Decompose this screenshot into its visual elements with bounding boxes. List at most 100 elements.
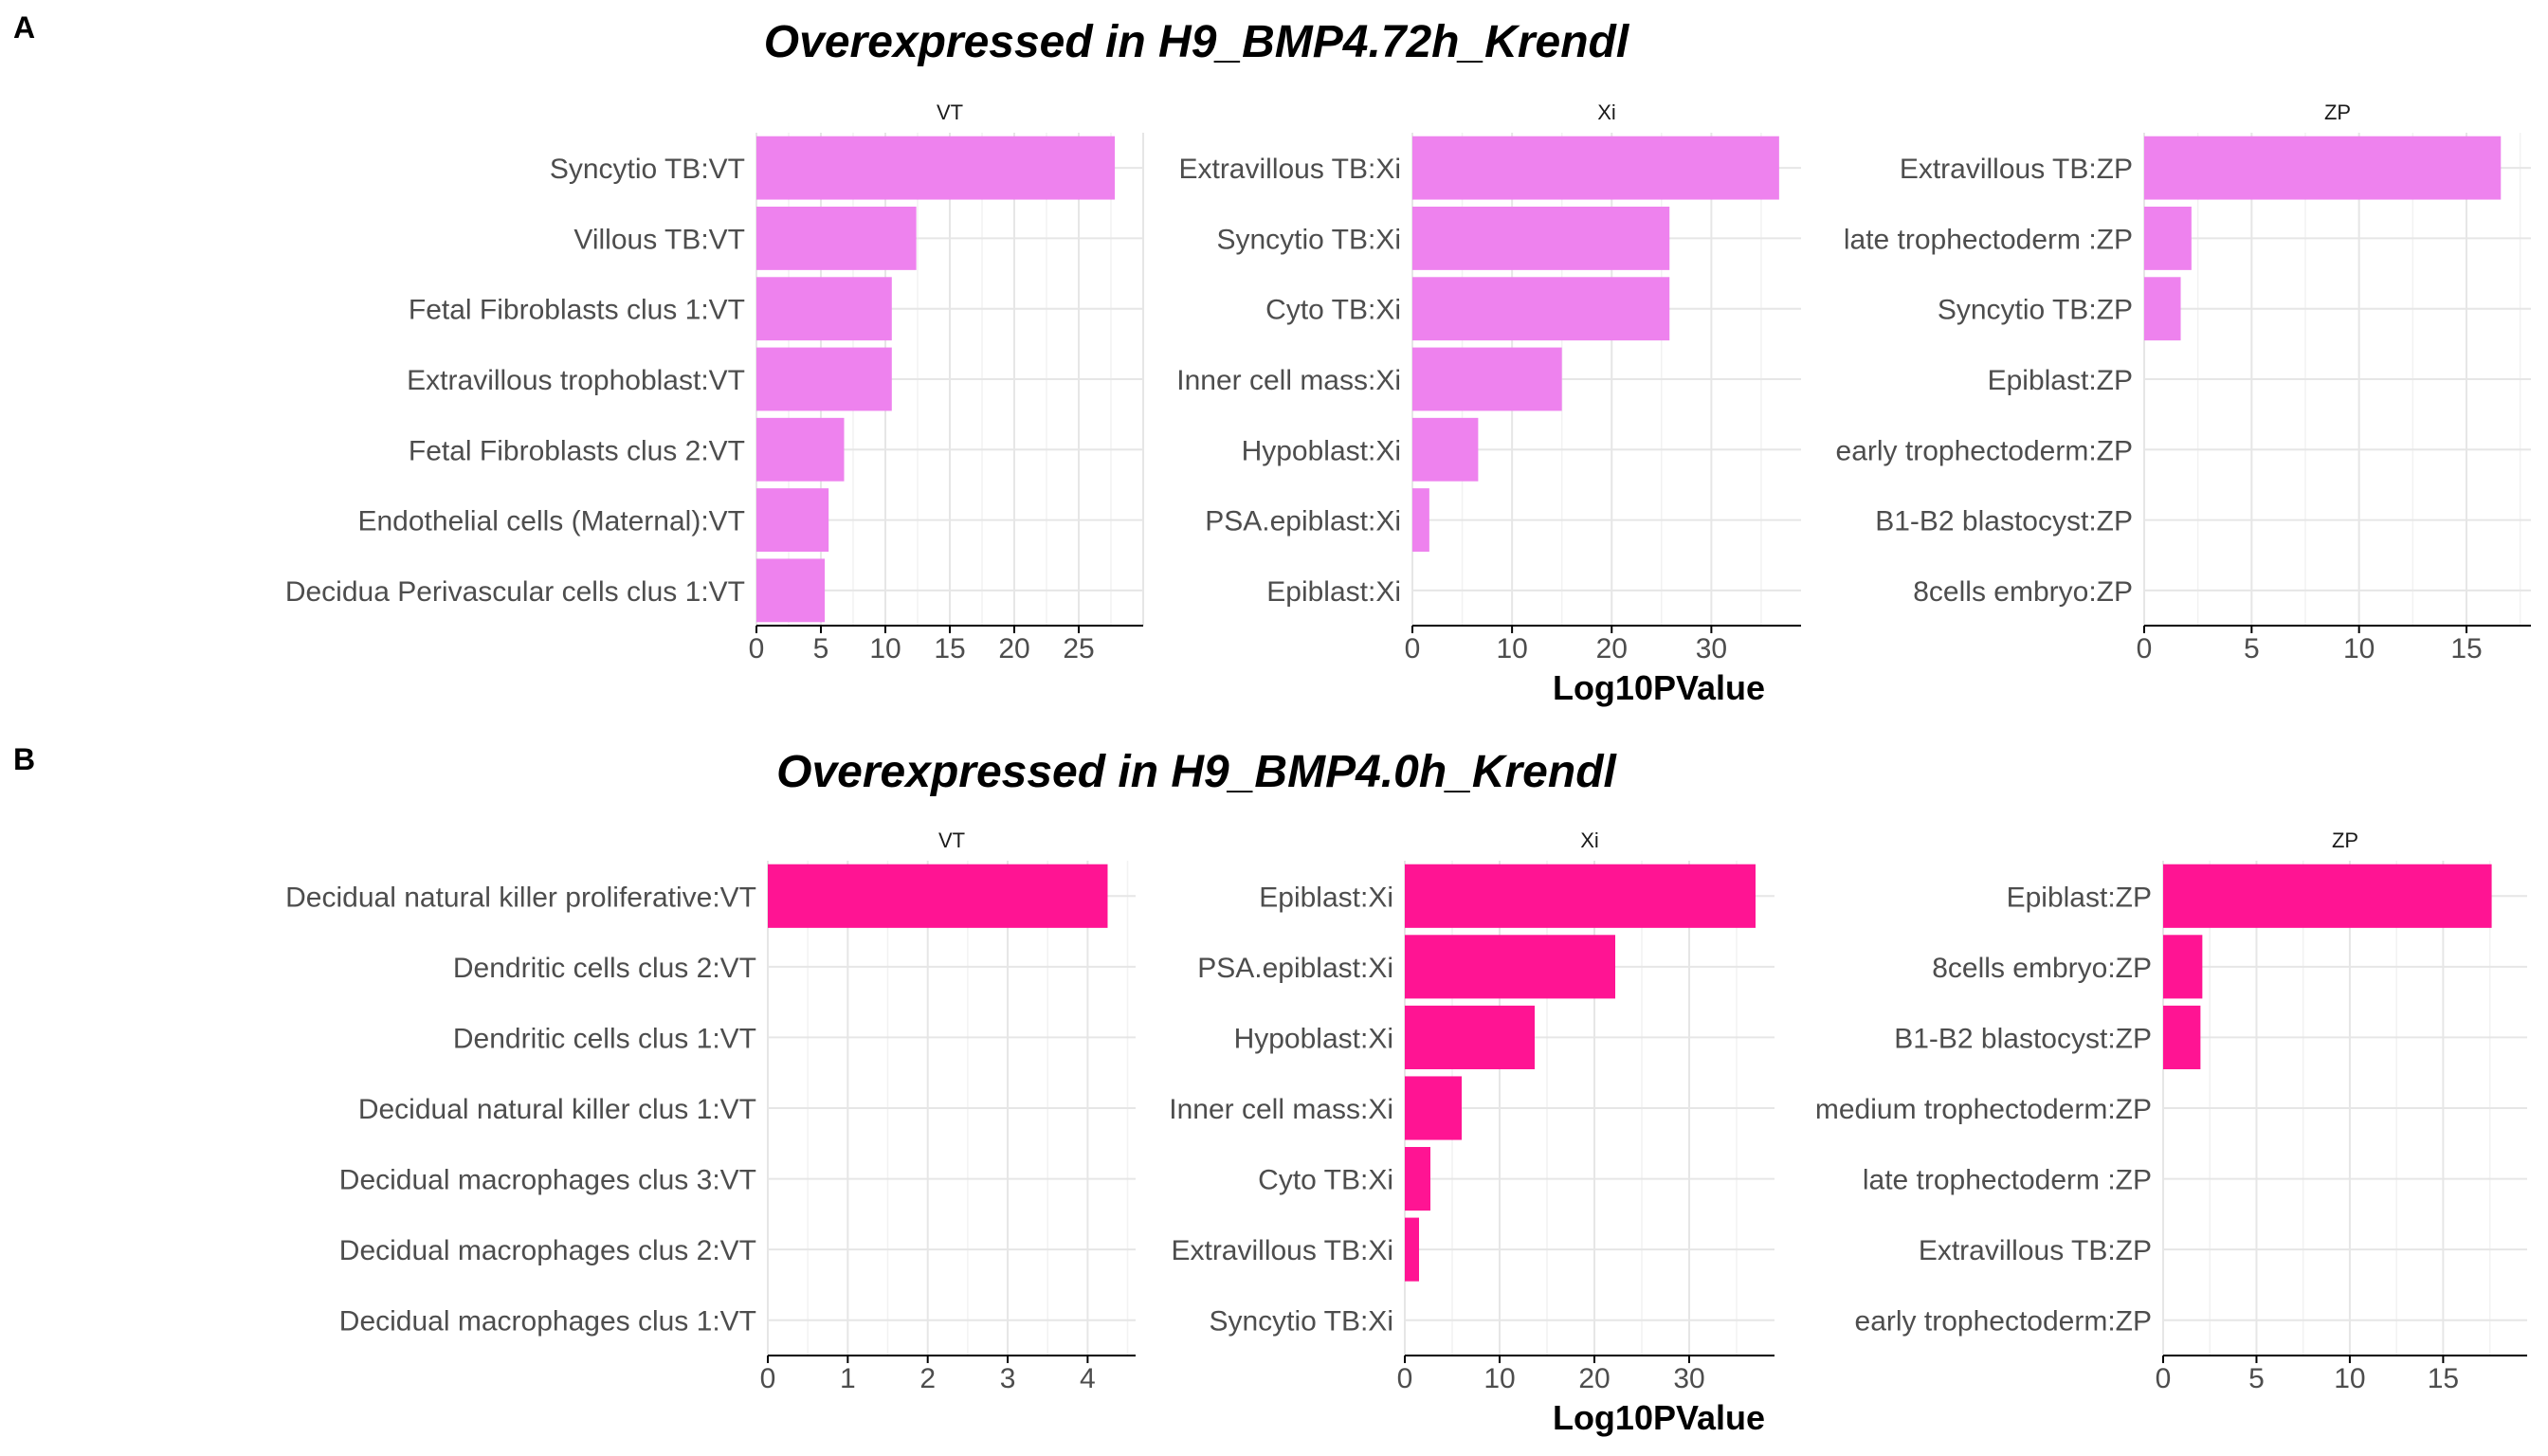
bar: [1412, 207, 1670, 270]
x-tick-label: 20: [1578, 1363, 1610, 1394]
category-label: late trophectoderm :ZP: [1844, 224, 2133, 255]
bar: [1405, 1005, 1535, 1069]
category-label: Syncytio TB:VT: [550, 154, 745, 185]
category-label: Hypoblast:Xi: [1242, 435, 1401, 466]
category-label: Extravillous TB:ZP: [1919, 1235, 2152, 1266]
category-label: Epiblast:Xi: [1259, 882, 1393, 913]
facet-xi: Xi Epiblast:Xi PSA.epiblast:Xi Hypoblast:Xi…: [1169, 828, 1774, 1394]
category-label: Decidual natural killer proliferative:VT: [285, 882, 756, 913]
chart-title: Overexpressed in H9_BMP4.72h_Krendl: [764, 17, 1630, 67]
facet-zp: ZP Extravillous TB:ZP late trophectoderm :…: [1836, 100, 2531, 664]
category-label: Fetal Fibroblasts clus 2:VT: [409, 435, 745, 466]
facet-title: ZP: [2332, 828, 2358, 852]
x-axis-label: Log10PValue: [1553, 668, 1765, 707]
category-label: Extravillous TB:Xi: [1171, 1235, 1393, 1266]
bar: [1405, 935, 1615, 999]
category-label: Decidual macrophages clus 1:VT: [339, 1306, 756, 1338]
x-tick-label: 30: [1696, 633, 1727, 664]
category-label: Extravillous TB:ZP: [1900, 154, 2133, 185]
x-tick-label: 10: [1483, 1363, 1515, 1394]
bar: [2144, 277, 2181, 341]
category-label: Syncytio TB:Xi: [1216, 224, 1401, 255]
category-label: Dendritic cells clus 1:VT: [453, 1023, 756, 1054]
facet-vt: VT Decidual natural killer proliferative:…: [285, 828, 1136, 1394]
category-label: Cyto TB:Xi: [1265, 295, 1401, 326]
x-tick-label: 10: [869, 633, 901, 664]
x-tick-label: 5: [2244, 633, 2260, 664]
x-tick-label: 30: [1673, 1363, 1704, 1394]
x-tick-label: 0: [760, 1363, 776, 1394]
category-label: Villous TB:VT: [573, 224, 745, 255]
category-label: medium trophectoderm:ZP: [1815, 1094, 2152, 1125]
x-tick-label: 15: [2450, 633, 2482, 664]
category-label: PSA.epiblast:Xi: [1197, 953, 1393, 984]
category-label: Decidual macrophages clus 2:VT: [339, 1235, 756, 1266]
bar: [756, 417, 845, 482]
bar: [2144, 136, 2502, 200]
bar: [1412, 136, 1779, 200]
category-label: Epiblast:Xi: [1266, 576, 1401, 608]
category-label: Extravillous TB:Xi: [1178, 154, 1401, 185]
x-tick-label: 10: [1496, 633, 1527, 664]
facet-title: Xi: [1580, 828, 1599, 852]
bar: [756, 277, 892, 341]
x-tick-label: 4: [1080, 1363, 1096, 1394]
bar: [756, 347, 892, 411]
category-label: Endothelial cells (Maternal):VT: [357, 506, 745, 537]
x-tick-label: 15: [934, 633, 965, 664]
category-label: Inner cell mass:Xi: [1169, 1094, 1393, 1125]
facet-title: VT: [937, 100, 963, 124]
bar: [2163, 935, 2203, 999]
bar: [2163, 1005, 2201, 1069]
category-label: Decidual macrophages clus 3:VT: [339, 1165, 756, 1196]
x-tick-label: 10: [2343, 633, 2375, 664]
category-label: Hypoblast:Xi: [1234, 1023, 1393, 1054]
category-label: Epiblast:ZP: [1988, 365, 2133, 396]
x-tick-label: 0: [2137, 633, 2153, 664]
bar: [1412, 417, 1479, 482]
panel-label: B: [13, 742, 35, 776]
category-label: late trophectoderm :ZP: [1863, 1165, 2152, 1196]
category-label: Syncytio TB:Xi: [1209, 1306, 1393, 1338]
category-label: Syncytio TB:ZP: [1938, 295, 2133, 326]
category-label: early trophectoderm:ZP: [1855, 1306, 2152, 1338]
x-tick-label: 20: [1596, 633, 1628, 664]
bar: [2144, 207, 2192, 270]
facet-xi: Xi Extravillous TB:Xi Syncytio TB:Xi Cyto T…: [1176, 100, 1801, 664]
category-label: PSA.epiblast:Xi: [1205, 506, 1401, 537]
category-label: Decidual natural killer clus 1:VT: [358, 1094, 756, 1125]
bar: [1412, 347, 1562, 411]
category-label: 8cells embryo:ZP: [1913, 576, 2133, 608]
bar: [756, 136, 1116, 200]
category-label: Dendritic cells clus 2:VT: [453, 953, 756, 984]
category-label: B1-B2 blastocyst:ZP: [1894, 1023, 2152, 1054]
x-tick-label: 0: [749, 633, 765, 664]
facet-title: VT: [938, 828, 965, 852]
chart-title: Overexpressed in H9_BMP4.0h_Krendl: [776, 747, 1617, 797]
x-tick-label: 10: [2334, 1363, 2365, 1394]
facet-vt: VT Syncytio TB:VT Villous TB:VT Fetal Fibro…: [285, 100, 1144, 664]
x-axis-label: Log10PValue: [1553, 1398, 1765, 1437]
x-tick-label: 3: [1000, 1363, 1016, 1394]
bar: [2163, 864, 2492, 928]
category-label: 8cells embryo:ZP: [1932, 953, 2152, 984]
x-tick-label: 0: [1405, 633, 1421, 664]
category-label: Decidua Perivascular cells clus 1:VT: [285, 576, 745, 608]
bar: [1405, 1076, 1462, 1140]
x-tick-label: 0: [2156, 1363, 2172, 1394]
category-label: early trophectoderm:ZP: [1836, 435, 2133, 466]
x-tick-label: 2: [919, 1363, 936, 1394]
category-label: Epiblast:ZP: [2007, 882, 2152, 913]
facet-zp: ZP Epiblast:ZP 8cells embryo:ZP B1-B2 blast…: [1815, 828, 2527, 1394]
facet-title: ZP: [2324, 100, 2351, 124]
bar: [1412, 277, 1670, 341]
bar: [1405, 1147, 1430, 1211]
bar: [1412, 488, 1429, 552]
bar: [768, 864, 1108, 928]
category-label: Inner cell mass:Xi: [1176, 365, 1401, 396]
bar: [756, 488, 829, 552]
x-tick-label: 0: [1397, 1363, 1413, 1394]
category-label: B1-B2 blastocyst:ZP: [1875, 506, 2133, 537]
bar: [1405, 1217, 1419, 1282]
